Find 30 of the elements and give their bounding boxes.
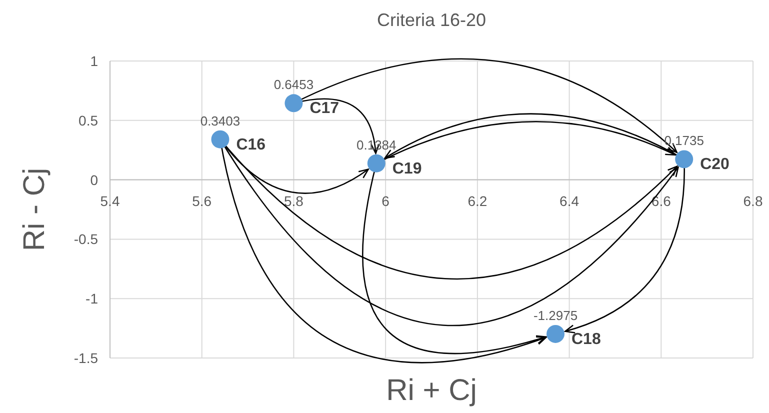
x-tick-label: 5.6: [192, 192, 212, 209]
data-label: 0.1735: [664, 133, 704, 148]
y-tick-label: -0.5: [74, 231, 98, 248]
x-tick-label: 5.8: [284, 192, 304, 209]
y-axis-title: Ri - Cj: [18, 168, 51, 252]
annotation: C17: [310, 100, 340, 118]
y-tick-label: 0.5: [78, 112, 98, 128]
y-tick-label: -1: [86, 290, 98, 307]
data-label: 0.3403: [200, 113, 240, 128]
x-tick-label: 6.4: [560, 192, 580, 209]
point: [284, 94, 303, 112]
point: [367, 154, 386, 172]
x-tick-label: 6.8: [743, 192, 763, 209]
annotation: C16: [236, 136, 266, 154]
y-tick-label: 0: [90, 172, 98, 188]
annotation: C18: [572, 330, 601, 348]
point: [675, 150, 694, 168]
point: [211, 130, 230, 148]
y-tick-label: -1.5: [74, 350, 98, 366]
chart-title: Criteria 16-20: [376, 10, 486, 30]
data-label: -1.2975: [533, 308, 578, 323]
x-tick-label: 6.2: [468, 192, 488, 209]
annotation: C19: [392, 160, 422, 178]
x-axis-title: Ri + Cj: [386, 374, 477, 407]
point: [546, 324, 565, 343]
x-tick-label: 5.4: [100, 192, 120, 209]
annotation: C20: [700, 156, 730, 174]
data-label: 0.6453: [274, 77, 314, 92]
y-tick-label: 1: [90, 53, 98, 69]
x-tick-label: 6: [382, 192, 390, 209]
